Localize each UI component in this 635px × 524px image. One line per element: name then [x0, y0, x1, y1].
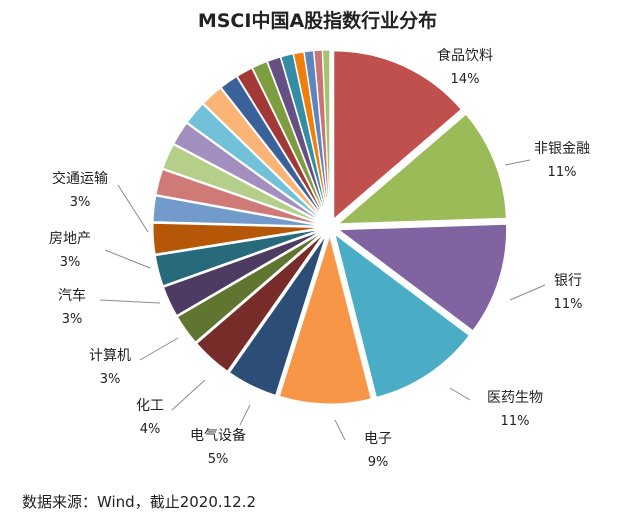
pie-slice	[155, 169, 322, 226]
pie-slice	[162, 144, 322, 224]
leader-line	[239, 404, 251, 426]
slice-label: 食品饮料	[437, 47, 493, 64]
slice-percent: 3%	[100, 372, 121, 387]
slice-percent: 3%	[62, 312, 83, 327]
leader-line	[117, 184, 149, 233]
pie-slice	[322, 49, 331, 219]
leader-line	[104, 249, 151, 269]
slice-percent: 11%	[501, 414, 530, 429]
pie-slice	[152, 222, 322, 255]
pie-slice	[196, 233, 325, 372]
slice-label: 医药生物	[487, 390, 543, 406]
slice-percent: 3%	[70, 195, 91, 210]
pie-slice	[186, 103, 324, 222]
slice-label: 非银金融	[534, 141, 590, 157]
slice-label: 交通运输	[52, 170, 108, 187]
slice-percent: 5%	[208, 452, 229, 467]
slice-label: 电气设备	[190, 427, 246, 444]
slice-percent: 3%	[60, 255, 81, 270]
pie-slice	[280, 53, 329, 219]
chart-title: MSCI中国A股指数行业分布	[197, 10, 438, 32]
leader-line	[99, 299, 161, 304]
leader-line	[139, 337, 179, 361]
slice-percent: 14%	[451, 72, 480, 87]
slice-label: 汽车	[58, 287, 86, 304]
pie-slice	[236, 67, 327, 220]
pie-slice	[336, 113, 507, 225]
pie-slice	[228, 234, 327, 396]
leader-line	[504, 159, 531, 166]
pie-chart: 食品饮料 14% 非银金融 11% 银行 11% 医药生物 11% 电子 9% 电气设备 5% 化工 4%…	[49, 47, 590, 470]
pie-slice	[202, 87, 325, 221]
leader-line	[171, 379, 206, 411]
pie-slice	[337, 223, 508, 332]
pie-slice	[162, 230, 323, 317]
pie-slice	[220, 76, 326, 220]
slice-label: 房地产	[49, 231, 91, 247]
pie-slice	[266, 56, 328, 219]
slice-label: 电子	[364, 431, 392, 447]
pie-slice	[173, 122, 323, 223]
pie-slice	[176, 231, 324, 343]
slice-percent: 11%	[554, 297, 583, 312]
slice-label: 计算机	[89, 348, 131, 364]
leader-line	[334, 419, 346, 441]
slice-label: 化工	[136, 398, 164, 414]
source-note: 数据来源：Wind，截止2020.12.2	[22, 493, 257, 511]
pie-slice	[292, 51, 329, 219]
leader-line	[509, 284, 546, 301]
pie-slice	[334, 233, 470, 398]
pie-slice	[154, 228, 322, 287]
slice-percent: 9%	[368, 455, 389, 470]
pie-slice	[251, 61, 327, 219]
pie-slice	[152, 195, 322, 227]
leader-line	[449, 387, 471, 401]
slice-percent: 4%	[140, 422, 161, 437]
pie-slice	[278, 234, 372, 405]
pie-slice	[333, 50, 462, 220]
slice-label: 银行	[554, 273, 582, 289]
chart-area: MSCI中国A股指数行业分布 食品饮料 14% 非银金融 11% 银行 11% 医药生物 11…	[49, 10, 590, 470]
slice-percent: 11%	[548, 165, 577, 180]
